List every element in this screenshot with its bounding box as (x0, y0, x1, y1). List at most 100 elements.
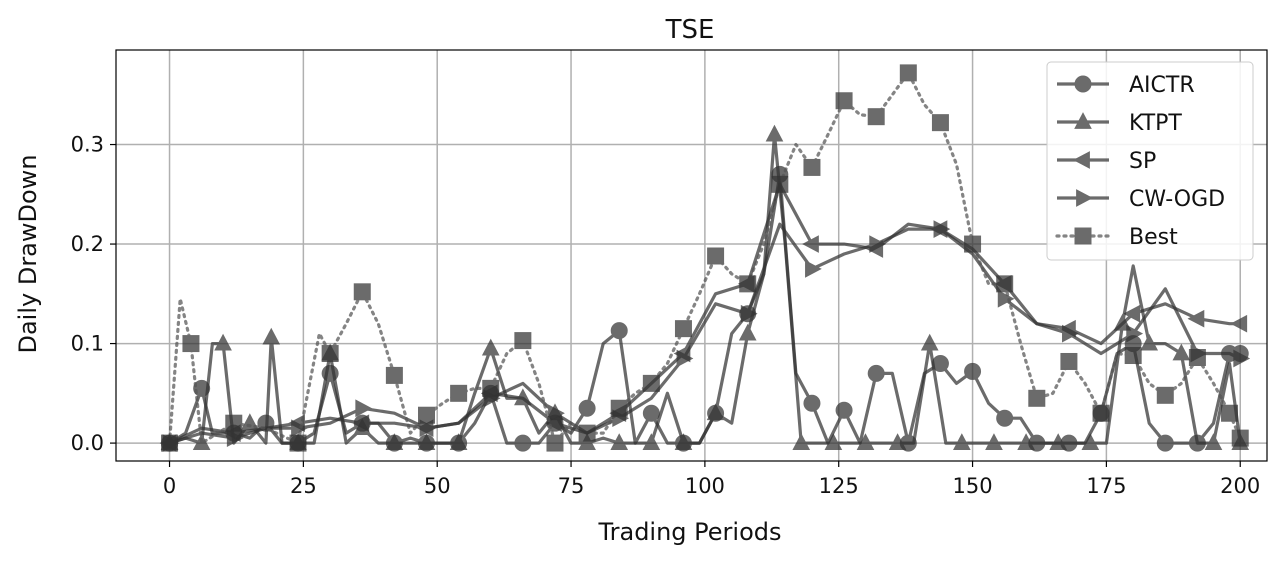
series-layer (159, 64, 1251, 452)
legend-marker (1073, 151, 1090, 169)
data-point (1187, 309, 1205, 328)
data-point (1156, 386, 1174, 404)
legend-label: CW-OGD (1129, 187, 1225, 212)
data-point (931, 114, 949, 132)
data-point (824, 433, 843, 450)
legend-label: Best (1129, 225, 1178, 250)
series-line (168, 182, 1241, 445)
data-point (289, 434, 307, 452)
legend-box (1046, 61, 1254, 261)
data-point (225, 414, 243, 432)
x-tick-label: 125 (819, 474, 859, 498)
x-tick-label: 150 (953, 474, 993, 498)
data-point (385, 433, 404, 450)
data-point (514, 434, 532, 452)
data-point (1221, 404, 1239, 422)
series-line (169, 222, 1241, 445)
data-point (1028, 389, 1046, 407)
data-point (805, 260, 822, 278)
data-point (1062, 324, 1079, 343)
data-point (920, 333, 939, 351)
data-point (226, 429, 244, 447)
data-point (642, 433, 661, 450)
x-tick-label: 75 (558, 474, 585, 498)
data-point (214, 333, 232, 351)
data-point (996, 409, 1014, 427)
data-point (792, 433, 811, 450)
data-point (419, 419, 437, 437)
data-point (674, 320, 692, 338)
series-ktpt (160, 124, 1250, 450)
data-point (449, 433, 468, 450)
data-point (1230, 314, 1248, 333)
legend-item (1055, 227, 1111, 245)
data-point (262, 327, 281, 345)
data-point (1140, 333, 1159, 351)
data-point (706, 403, 725, 421)
data-point (707, 247, 725, 265)
data-point (482, 379, 500, 397)
data-point (1124, 347, 1142, 365)
data-point (1188, 349, 1206, 367)
data-point (1126, 324, 1144, 343)
data-point (835, 401, 853, 419)
legend: AICTR KTPT SP CW-OGD Best (1046, 61, 1254, 261)
data-point (1017, 433, 1035, 450)
data-point (352, 414, 370, 433)
data-point (869, 235, 887, 253)
data-point (964, 235, 982, 253)
legend-item (1057, 75, 1109, 93)
data-point (953, 433, 971, 450)
legend-item (1057, 151, 1109, 169)
data-point (738, 323, 757, 341)
series-cw-ogd (162, 220, 1251, 452)
legend-label: KTPT (1129, 111, 1182, 136)
data-point (996, 275, 1014, 293)
data-point (161, 434, 179, 452)
data-point (765, 124, 784, 142)
data-point (514, 332, 532, 350)
y-tick-label: 0.0 (71, 431, 104, 455)
data-point (642, 374, 660, 392)
legend-label: SP (1129, 149, 1156, 174)
data-point (985, 433, 1003, 450)
data-point (545, 414, 562, 433)
data-point (674, 433, 693, 450)
data-point (417, 433, 436, 450)
data-point (182, 335, 200, 353)
data-point (867, 364, 885, 382)
data-point (578, 424, 596, 442)
plot-frame (115, 49, 1268, 462)
data-point (1049, 433, 1068, 450)
legend-label: AICTR (1129, 73, 1195, 98)
y-tick-label: 0.3 (71, 133, 104, 157)
chart-title: TSE (665, 15, 715, 45)
data-point (546, 434, 564, 452)
legend-marker (1076, 189, 1093, 207)
x-tick-label: 50 (424, 474, 451, 498)
data-point (740, 304, 758, 323)
data-point (1060, 352, 1078, 370)
data-point (642, 404, 660, 422)
data-point (1123, 304, 1141, 323)
data-point (899, 64, 917, 82)
data-point (321, 345, 339, 363)
ticks: 0 25 50 75 100 125 150 175 200 0.0 0.1 0.2 0.3 (71, 133, 1261, 498)
legend-marker (1074, 112, 1092, 129)
x-axis-label: Trading Periods (597, 518, 781, 546)
data-point (1156, 434, 1174, 452)
data-point (771, 175, 789, 193)
data-point (803, 158, 821, 176)
data-point (610, 322, 628, 340)
legend-item (1057, 189, 1109, 207)
data-point (933, 220, 951, 238)
legend-marker (1074, 227, 1092, 245)
y-axis-label: Daily DrawDown (14, 154, 42, 353)
data-point (1081, 433, 1100, 450)
data-point (1233, 349, 1251, 368)
data-point (739, 275, 757, 293)
data-point (418, 406, 436, 424)
legend-item (1057, 112, 1109, 129)
